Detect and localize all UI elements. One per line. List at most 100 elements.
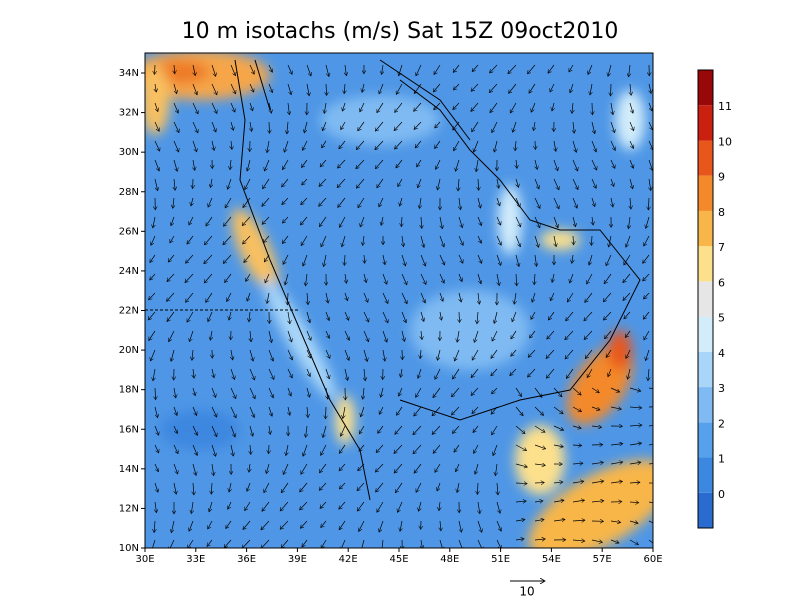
wind-vector — [534, 273, 535, 285]
wind-vector — [358, 425, 365, 434]
wind-vector — [435, 140, 441, 149]
wind-vector — [359, 520, 365, 532]
colorbar-swatch — [698, 316, 713, 352]
wind-vector — [326, 292, 328, 303]
wind-vector — [433, 444, 441, 453]
wind-vector — [572, 140, 576, 152]
wind-vector — [530, 330, 536, 338]
wind-vector — [208, 520, 213, 529]
wind-vector — [189, 520, 194, 531]
wind-vector — [416, 159, 422, 167]
wind-vector — [400, 368, 402, 377]
wind-vector — [496, 216, 501, 225]
wind-vector — [339, 520, 346, 530]
wind-vector — [305, 273, 307, 286]
wind-vector — [344, 349, 349, 360]
wind-vector — [591, 159, 597, 170]
wind-vector — [589, 254, 593, 265]
wind-vector — [474, 330, 479, 342]
lon-label: 51E — [491, 554, 510, 565]
wind-vector — [375, 463, 384, 472]
wind-vector — [648, 197, 649, 210]
wind-vector — [212, 368, 214, 378]
colorbar-swatch — [698, 175, 713, 211]
wind-vector — [588, 64, 593, 74]
wind-vector — [591, 197, 595, 207]
wind-vector — [565, 330, 574, 340]
wind-vector — [629, 482, 640, 483]
colorbar-label: 6 — [718, 276, 725, 289]
wind-vector — [623, 273, 631, 283]
wind-vector — [325, 64, 329, 77]
wind-vector — [528, 368, 536, 377]
wind-vector — [154, 159, 159, 171]
wind-vector — [493, 444, 498, 456]
wind-vector — [471, 387, 479, 395]
wind-vector — [395, 102, 403, 112]
wind-vector — [534, 235, 539, 247]
wind-vector — [531, 102, 536, 112]
wind-vector — [610, 387, 620, 392]
wind-vector — [604, 273, 612, 284]
wind-vector — [321, 444, 327, 455]
wind-vector — [303, 444, 308, 456]
wind-vector — [608, 64, 612, 76]
wind-vector — [629, 387, 641, 391]
wind-vector — [287, 330, 292, 342]
wind-vector — [591, 406, 600, 410]
wind-vector — [356, 140, 365, 150]
wind-vector — [629, 443, 642, 445]
wind-vector — [231, 121, 234, 130]
colorbar-label: 1 — [718, 453, 725, 466]
wind-vector — [189, 216, 194, 225]
lon-label: 45E — [389, 554, 408, 565]
colorbar-swatch — [698, 210, 713, 247]
wind-vector — [211, 387, 216, 398]
wind-vector — [307, 292, 308, 305]
wind-vector — [553, 500, 564, 502]
wind-vector — [153, 368, 155, 381]
wind-vector — [491, 406, 498, 414]
wind-vector — [344, 330, 349, 340]
wind-vector — [358, 121, 365, 131]
wind-vector — [439, 273, 444, 283]
wind-vector — [382, 311, 388, 323]
colorbar-swatch — [698, 281, 713, 317]
wind-vector — [591, 501, 604, 502]
wind-vector — [415, 140, 422, 148]
wind-vector — [287, 64, 292, 74]
wind-vector — [269, 425, 270, 434]
wind-vector — [401, 254, 406, 266]
wind-vector — [339, 501, 346, 509]
wind-vector — [476, 159, 478, 172]
wind-vector — [435, 121, 441, 128]
lat-label: 14N — [119, 464, 139, 475]
wind-vector — [301, 197, 308, 205]
wind-vector — [473, 444, 479, 453]
wind-vector — [381, 387, 383, 397]
wind-vector — [509, 83, 517, 93]
wind-vector — [611, 178, 614, 187]
wind-vector — [453, 83, 460, 90]
wind-vector — [379, 83, 384, 94]
wind-vector — [249, 463, 250, 472]
wind-vector — [547, 330, 555, 339]
wind-vector — [573, 235, 574, 245]
wind-vector — [345, 64, 346, 76]
wind-vector — [269, 102, 272, 113]
wind-vector — [228, 501, 232, 509]
wind-vector — [439, 501, 440, 511]
wind-vector — [413, 444, 422, 454]
wind-vector — [249, 425, 253, 436]
wind-vector — [266, 463, 270, 474]
wind-vector — [306, 64, 311, 76]
wind-vector — [192, 425, 197, 435]
wind-vector — [306, 349, 311, 358]
wind-vector — [433, 64, 441, 75]
colorbar-swatch — [698, 422, 713, 458]
wind-vector — [343, 406, 345, 419]
wind-vector — [300, 501, 308, 510]
wind-vector — [319, 463, 327, 473]
wind-vector — [458, 520, 462, 532]
wind-vector — [572, 426, 581, 428]
